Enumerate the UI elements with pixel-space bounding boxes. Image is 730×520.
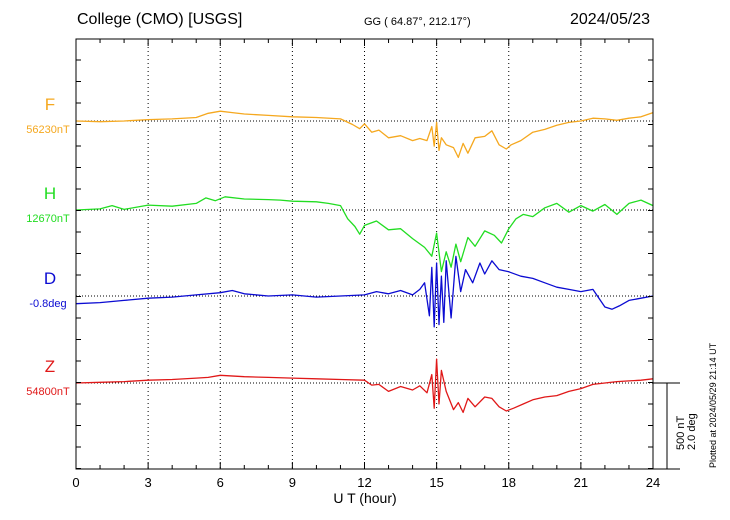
- trace-f: [75, 110, 654, 159]
- baseline-label-d: -0.8deg: [29, 298, 66, 310]
- chart-date: 2024/05/23: [570, 11, 651, 28]
- baseline-label-h: 12670nT: [26, 213, 70, 225]
- x-tick-label: 15: [429, 475, 443, 490]
- scale-bar-deg-label: 2.0 deg: [686, 413, 698, 450]
- scale-bar-nt-label: 500 nT: [675, 415, 687, 450]
- baseline-label-f: 56230nT: [26, 124, 70, 136]
- component-label-h: H: [44, 184, 56, 203]
- x-tick-label: 9: [289, 475, 296, 490]
- x-tick-label: 3: [145, 475, 152, 490]
- component-label-d: D: [44, 269, 56, 288]
- trace-d: [75, 255, 654, 328]
- x-axis-label: U T (hour): [333, 490, 396, 506]
- plotted-timestamp: Plotted at 2024/05/29 21:14 UT: [708, 342, 718, 468]
- component-label-z: Z: [45, 357, 55, 376]
- station-coordinates: GG ( 64.87°, 212.17°): [364, 16, 471, 28]
- x-tick-label: 0: [72, 475, 79, 490]
- trace-z: [75, 358, 654, 414]
- trace-h: [75, 196, 654, 273]
- baseline-label-z: 54800nT: [26, 386, 70, 398]
- x-tick-label: 6: [217, 475, 224, 490]
- x-tick-label: 24: [646, 475, 660, 490]
- x-tick-label: 21: [574, 475, 588, 490]
- component-label-f: F: [45, 95, 55, 114]
- x-tick-label: 18: [502, 475, 516, 490]
- x-tick-label: 12: [357, 475, 371, 490]
- chart-title: College (CMO) [USGS]: [77, 11, 243, 28]
